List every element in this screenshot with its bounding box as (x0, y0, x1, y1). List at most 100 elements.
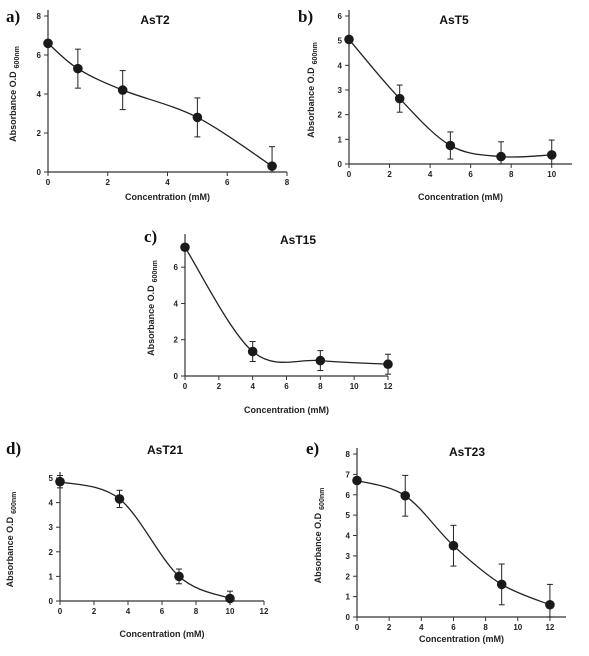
x-tick-label: 6 (225, 178, 230, 187)
panel-label: b) (298, 7, 313, 26)
x-axis-label: Concentration (mM) (419, 634, 504, 644)
y-axis-label-main: Absorbance O.D (306, 67, 316, 138)
y-axis-label: Absorbance O.D 600nm (313, 488, 326, 584)
panel-label: e) (306, 439, 319, 458)
x-axis-label: Concentration (mM) (244, 405, 329, 415)
x-tick-label: 0 (347, 170, 352, 179)
y-axis-label-sub: 600nm (319, 488, 326, 510)
y-tick-label: 7 (346, 470, 351, 479)
y-tick-label: 0 (49, 597, 54, 606)
y-tick-label: 6 (174, 263, 179, 272)
y-tick-label: 3 (338, 86, 343, 95)
panel-label: c) (144, 227, 157, 246)
x-tick-label: 10 (513, 623, 522, 632)
y-tick-label: 0 (338, 160, 343, 169)
data-point (174, 571, 184, 582)
data-point (225, 593, 235, 604)
x-tick-label: 0 (58, 607, 63, 616)
chart-title: AsT5 (439, 13, 469, 27)
y-tick-label: 5 (338, 37, 343, 46)
data-point (180, 242, 190, 253)
data-point (352, 475, 362, 486)
y-axis-label-sub: 600nm (11, 492, 18, 514)
y-axis-label-sub: 600nm (14, 46, 21, 68)
x-tick-label: 8 (509, 170, 514, 179)
data-point (117, 85, 128, 95)
x-tick-label: 8 (285, 178, 290, 187)
y-tick-label: 4 (174, 299, 179, 308)
x-tick-label: 0 (355, 623, 360, 632)
data-point (267, 161, 277, 171)
x-tick-label: 10 (547, 170, 556, 179)
x-tick-label: 6 (284, 382, 289, 391)
x-tick-label: 6 (468, 170, 473, 179)
y-tick-label: 0 (174, 372, 179, 381)
y-tick-label: 0 (37, 168, 42, 177)
data-point (445, 140, 456, 151)
y-tick-label: 2 (37, 129, 42, 138)
data-point (315, 355, 326, 366)
x-tick-label: 4 (126, 607, 131, 616)
data-point (400, 490, 411, 501)
series-line (184, 246, 389, 365)
x-tick-label: 8 (483, 623, 488, 632)
x-tick-label: 8 (318, 382, 323, 391)
y-tick-label: 1 (49, 572, 54, 581)
y-tick-label: 2 (338, 111, 343, 120)
data-point (546, 150, 557, 160)
y-tick-label: 6 (346, 491, 351, 500)
y-axis-label: Absorbance O.D 600nm (5, 492, 18, 588)
y-axis-label-main: Absorbance O.D (5, 516, 15, 587)
data-point (43, 38, 53, 49)
chart-title: AsT21 (147, 443, 183, 457)
x-tick-label: 2 (387, 623, 392, 632)
y-tick-label: 8 (346, 450, 351, 459)
y-tick-label: 2 (49, 548, 54, 557)
y-axis-label-main: Absorbance O.D (8, 71, 18, 142)
data-point (394, 93, 405, 104)
data-point (73, 63, 83, 74)
y-tick-label: 5 (49, 474, 54, 483)
data-point (496, 151, 506, 162)
panel-a: a) AsT2 0 2 4 6 8 0 2 4 6 8 Concentration (mM) Absorb… (6, 7, 290, 202)
x-tick-label: 2 (387, 170, 392, 179)
y-tick-label: 8 (37, 12, 42, 21)
x-tick-label: 12 (384, 382, 393, 391)
y-tick-label: 4 (37, 90, 42, 99)
y-tick-label: 6 (37, 51, 42, 60)
y-axis-label-sub: 600nm (152, 260, 159, 282)
x-tick-label: 4 (250, 382, 255, 391)
x-tick-label: 6 (160, 607, 165, 616)
x-tick-label: 0 (183, 382, 188, 391)
x-tick-label: 12 (545, 623, 554, 632)
x-tick-label: 10 (226, 607, 235, 616)
y-axis-label: Absorbance O.D 600nm (306, 42, 319, 138)
chart-title: AsT15 (280, 233, 316, 247)
y-tick-label: 4 (346, 532, 351, 541)
panel-label: d) (6, 439, 21, 458)
series-line (59, 481, 231, 600)
series-line (47, 42, 273, 167)
x-axis-label: Concentration (mM) (125, 192, 210, 202)
y-axis-label: Absorbance O.D 600nm (146, 260, 159, 356)
x-tick-label: 2 (92, 607, 97, 616)
x-axis-label: Concentration (mM) (120, 629, 205, 639)
y-tick-label: 1 (346, 593, 351, 602)
y-tick-label: 0 (346, 613, 351, 622)
y-tick-label: 6 (338, 12, 343, 21)
x-tick-label: 2 (217, 382, 222, 391)
data-point (383, 359, 393, 370)
data-point (545, 599, 555, 610)
y-tick-label: 2 (174, 336, 179, 345)
y-tick-label: 3 (49, 523, 54, 532)
chart-title: AsT2 (140, 13, 170, 27)
y-tick-label: 3 (346, 552, 351, 561)
panel-label: a) (6, 7, 20, 26)
y-axis-label-main: Absorbance O.D (146, 285, 156, 356)
data-point (114, 494, 125, 504)
data-point (448, 540, 459, 551)
y-tick-label: 4 (338, 61, 343, 70)
data-point (192, 112, 203, 123)
